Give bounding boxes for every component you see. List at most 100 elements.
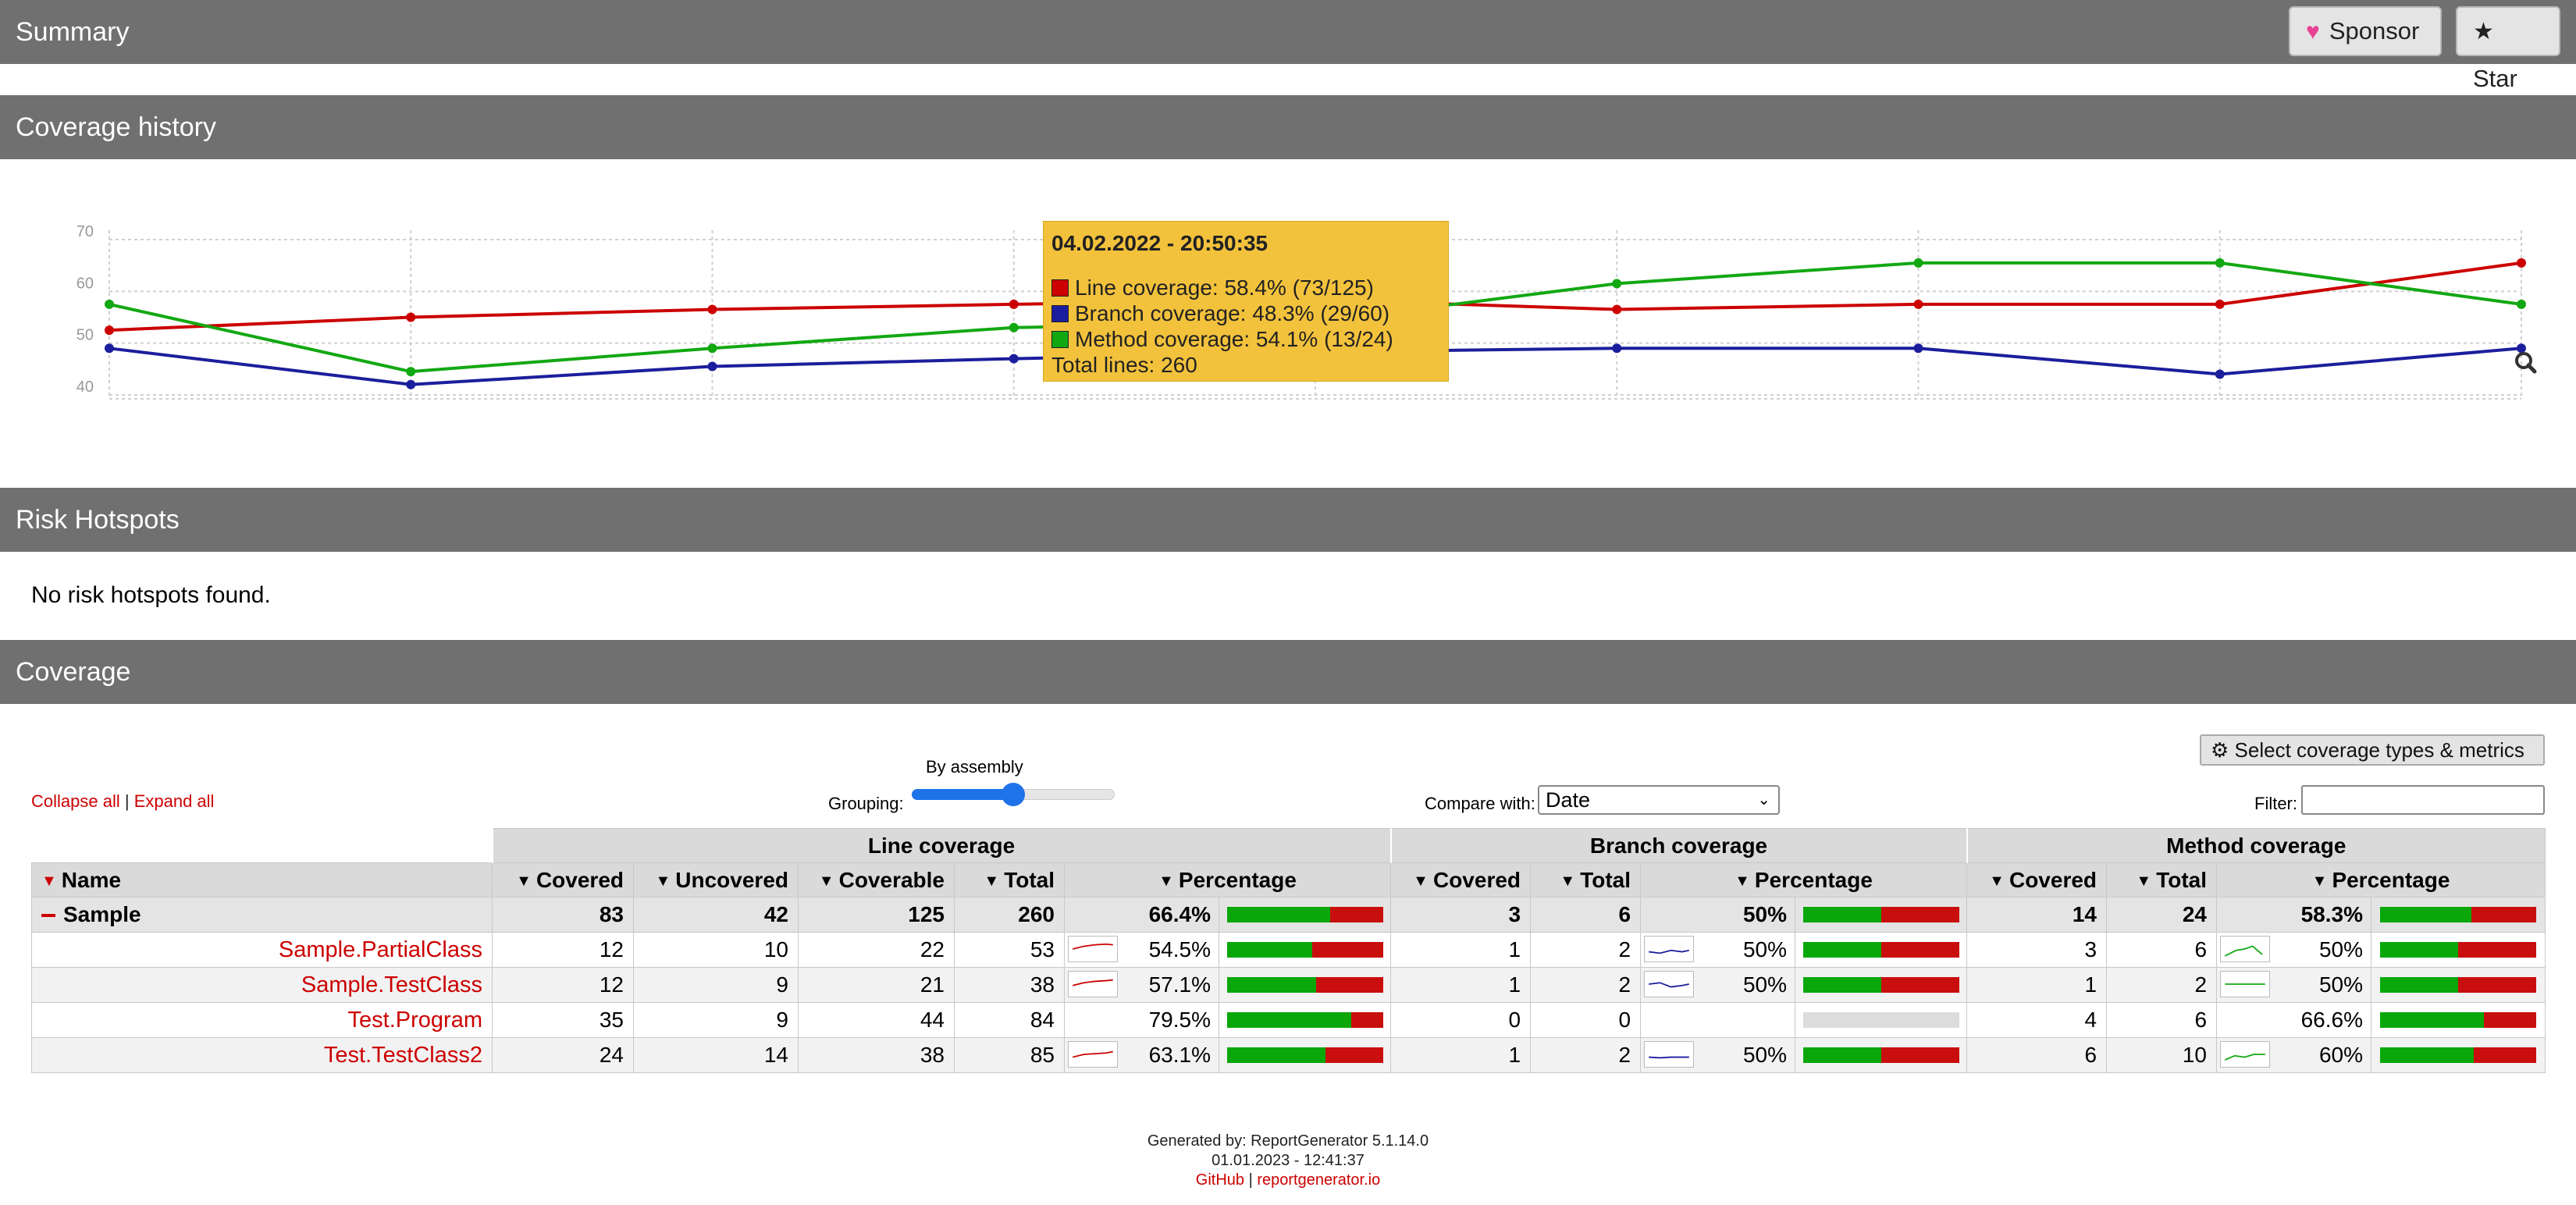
line-coverage-bar xyxy=(1226,1047,1383,1063)
line-total-cell: 85 xyxy=(954,1037,1065,1073)
method-percentage-header[interactable]: ▼ Percentage xyxy=(2216,862,2546,898)
expand-all-link[interactable]: Expand all xyxy=(133,791,215,811)
y-axis-ticks: 70 60 50 40 xyxy=(76,223,94,396)
line-total-cell: 260 xyxy=(954,897,1065,933)
name-column-header[interactable]: ▼ Name xyxy=(31,862,493,898)
summary-header: Summary xyxy=(0,0,2576,64)
assembly-summary-row[interactable]: Sample 83 42 125 260 66.4% 3 6 50% 14 24 58.3% xyxy=(31,897,2546,933)
sort-icon: ▼ xyxy=(818,872,834,890)
covered-fill xyxy=(1226,942,1312,958)
covered-fill xyxy=(1802,1047,1881,1063)
branch-total-cell: 2 xyxy=(1530,1037,1642,1073)
method-percentage-cell: 50% xyxy=(2216,967,2546,1003)
column-group-row: Line coverage Branch coverage Method cov… xyxy=(31,828,2546,863)
reportgenerator-link[interactable]: reportgenerator.io xyxy=(1257,1171,1381,1189)
method-covered-cell: 4 xyxy=(1966,1002,2108,1038)
branch-coverage-group: Branch coverage xyxy=(1389,828,1968,863)
uncovered-fill xyxy=(1880,977,1959,993)
branch-percentage-header[interactable]: ▼ Percentage xyxy=(1640,862,1968,898)
method-coverage-bar xyxy=(2380,907,2537,922)
branch-covered-cell: 1 xyxy=(1390,1037,1532,1073)
method-history-sparkline xyxy=(2220,1041,2271,1068)
grouping-label: Grouping: xyxy=(828,794,904,813)
line-uncovered-header[interactable]: ▼ Uncovered xyxy=(633,862,799,898)
column-label: Percentage xyxy=(2332,867,2450,892)
branch-percentage-cell: 50% xyxy=(1640,1037,1968,1073)
line-coverable-header[interactable]: ▼ Coverable xyxy=(798,862,955,898)
coverage-header: Coverage xyxy=(0,640,2576,704)
sort-icon: ▼ xyxy=(1989,872,2005,890)
line-total-cell: 84 xyxy=(954,1002,1065,1038)
collapse-expand-links: Collapse all | Expand all xyxy=(31,791,214,812)
github-link[interactable]: GitHub xyxy=(1195,1171,1245,1189)
collapse-icon[interactable] xyxy=(41,914,55,917)
branch-percentage-cell: 50% xyxy=(1640,897,1968,933)
method-coverage-series-point xyxy=(1612,279,1622,289)
filter-input[interactable] xyxy=(2301,785,2545,815)
branch-total-cell: 0 xyxy=(1530,1002,1642,1038)
class-row: Test.Program 35 9 44 84 79.5% 0 0 4 6 66.6% xyxy=(31,1002,2546,1038)
covered-fill xyxy=(1802,977,1881,993)
column-label: Percentage xyxy=(1178,867,1297,892)
branch-total-header[interactable]: ▼ Total xyxy=(1530,862,1642,898)
branch-percentage-value-box: 50% xyxy=(1642,968,1796,1002)
method-covered-header[interactable]: ▼ Covered xyxy=(1966,862,2108,898)
method-coverage-series-point xyxy=(406,367,416,377)
method-history-sparkline xyxy=(2220,971,2271,997)
gear-icon: ⚙ xyxy=(2211,738,2229,762)
sort-icon: ▼ xyxy=(1158,872,1174,890)
line-coverage-bar xyxy=(1226,1012,1383,1028)
class-link[interactable]: Sample.PartialClass xyxy=(278,937,482,962)
line-uncovered-cell: 42 xyxy=(633,897,799,933)
class-link[interactable]: Test.Program xyxy=(347,1007,482,1033)
method-total-header[interactable]: ▼ Total xyxy=(2106,862,2218,898)
branch-percentage-value-box xyxy=(1642,1003,1796,1037)
line-total-header[interactable]: ▼ Total xyxy=(954,862,1065,898)
branch-covered-header[interactable]: ▼ Covered xyxy=(1390,862,1532,898)
sort-icon: ▼ xyxy=(2136,872,2152,890)
line-uncovered-cell: 9 xyxy=(633,967,799,1003)
generated-date: 01.01.2023 - 12:41:37 xyxy=(1212,1152,1364,1169)
method-coverage-group: Method coverage xyxy=(1966,828,2546,863)
line-percentage-header[interactable]: ▼ Percentage xyxy=(1063,862,1392,898)
line-history-sparkline xyxy=(1068,1041,1118,1068)
footer-links: GitHub | reportgenerator.io xyxy=(0,1171,2576,1190)
sparkline-path xyxy=(2224,945,2263,957)
line-covered-cell: 12 xyxy=(492,932,634,968)
branch-percentage-value-box: 50% xyxy=(1642,933,1796,967)
line-covered-header[interactable]: ▼ Covered xyxy=(492,862,634,898)
sparkline-path xyxy=(1073,979,1113,986)
line-percentage-value: 63.1% xyxy=(1148,1043,1211,1067)
covered-fill xyxy=(1226,977,1316,993)
class-link[interactable]: Test.TestClass2 xyxy=(323,1042,482,1068)
tooltip-line-coverage: Line coverage: 58.4% (73/125) xyxy=(1051,275,1440,300)
branch-history-sparkline xyxy=(1644,936,1695,962)
class-link[interactable]: Sample.TestClass xyxy=(301,972,482,997)
column-label: Covered xyxy=(1432,867,1521,892)
line-percentage-value-box: 54.5% xyxy=(1066,933,1219,967)
branch-coverage-series-point xyxy=(406,379,416,389)
sponsor-button[interactable]: ♥ Sponsor xyxy=(2289,6,2442,56)
column-label: Total xyxy=(2156,867,2208,892)
sort-icon: ▼ xyxy=(1735,872,1750,890)
tooltip-branch-coverage: Branch coverage: 48.3% (29/60) xyxy=(1051,300,1440,326)
grouping-slider-handle[interactable] xyxy=(1002,783,1025,806)
line-coverage-series-point xyxy=(1612,304,1622,315)
method-coverage-bar xyxy=(2380,1047,2537,1063)
method-percentage-value: 50% xyxy=(2318,937,2364,962)
method-coverage-series-point xyxy=(1009,322,1019,332)
line-covered-cell: 12 xyxy=(492,967,634,1003)
select-metrics-button[interactable]: ⚙ Select coverage types & metrics xyxy=(2200,734,2545,766)
uncovered-fill xyxy=(1350,1012,1383,1028)
magnifier-icon[interactable] xyxy=(2515,352,2537,374)
method-coverage-series-point xyxy=(1913,258,1923,268)
compare-with-select[interactable]: Date ⌄ xyxy=(1538,785,1780,815)
method-coverage-bar xyxy=(2380,942,2537,958)
line-coverage-series-point xyxy=(105,325,114,336)
method-coverage-series-point xyxy=(105,299,114,309)
compare-with-value: Date xyxy=(1546,788,1591,812)
collapse-all-link[interactable]: Collapse all xyxy=(31,791,120,811)
star-button[interactable]: ★ Star xyxy=(2456,6,2560,92)
covered-fill xyxy=(2380,1012,2485,1028)
method-percentage-value: 50% xyxy=(2318,972,2364,997)
